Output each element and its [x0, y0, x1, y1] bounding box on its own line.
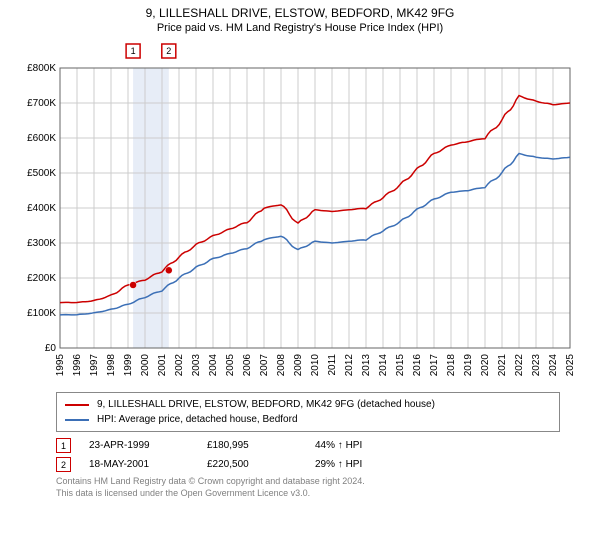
sale-price: £220,500: [207, 459, 297, 470]
legend-swatch: [65, 404, 89, 406]
sales-table: 1 23-APR-1999 £180,995 44% ↑ HPI 2 18-MAY-200…: [56, 436, 560, 474]
sale-marker-icon: 1: [56, 438, 71, 453]
svg-text:2014: 2014: [378, 354, 389, 377]
svg-text:2009: 2009: [293, 354, 304, 377]
page-title: 9, LILLESHALL DRIVE, ELSTOW, BEDFORD, MK…: [0, 0, 600, 20]
svg-text:1: 1: [131, 46, 136, 56]
page-subtitle: Price paid vs. HM Land Registry's House …: [0, 20, 600, 38]
svg-text:2018: 2018: [446, 354, 457, 377]
svg-text:2023: 2023: [531, 354, 542, 377]
svg-text:2013: 2013: [361, 354, 372, 377]
sale-date: 18-MAY-2001: [89, 459, 189, 470]
svg-text:2024: 2024: [548, 354, 559, 377]
svg-text:2011: 2011: [327, 354, 338, 376]
svg-text:£600K: £600K: [27, 133, 56, 144]
svg-text:2019: 2019: [463, 354, 474, 377]
svg-text:£400K: £400K: [27, 203, 56, 214]
svg-text:2025: 2025: [565, 354, 576, 377]
svg-text:2021: 2021: [497, 354, 508, 377]
legend: 9, LILLESHALL DRIVE, ELSTOW, BEDFORD, MK…: [56, 392, 560, 432]
legend-item: 9, LILLESHALL DRIVE, ELSTOW, BEDFORD, MK…: [65, 397, 551, 412]
price-chart: £0 £100K £200K £300K £400K £500K £600K £700K £80…: [20, 38, 580, 388]
svg-text:£800K: £800K: [27, 63, 56, 74]
sale-delta: 29% ↑ HPI: [315, 459, 362, 470]
sale-price: £180,995: [207, 440, 297, 451]
svg-text:2004: 2004: [208, 354, 219, 377]
svg-text:2007: 2007: [259, 354, 270, 377]
svg-text:£100K: £100K: [27, 308, 56, 319]
svg-text:£500K: £500K: [27, 168, 56, 179]
svg-text:£200K: £200K: [27, 273, 56, 284]
svg-text:1996: 1996: [72, 354, 83, 377]
svg-text:2002: 2002: [174, 354, 185, 377]
svg-text:2016: 2016: [412, 354, 423, 377]
svg-text:2006: 2006: [242, 354, 253, 377]
legend-swatch: [65, 419, 89, 421]
footnote: Contains HM Land Registry data © Crown c…: [56, 476, 560, 499]
svg-text:2022: 2022: [514, 354, 525, 377]
svg-text:2001: 2001: [157, 354, 168, 377]
svg-text:2015: 2015: [395, 354, 406, 377]
sale-date: 23-APR-1999: [89, 440, 189, 451]
sale-marker-icon: 2: [56, 457, 71, 472]
svg-text:£300K: £300K: [27, 238, 56, 249]
svg-text:2005: 2005: [225, 354, 236, 377]
svg-text:£0: £0: [45, 343, 57, 354]
svg-text:£700K: £700K: [27, 98, 56, 109]
svg-text:1997: 1997: [89, 354, 100, 377]
svg-text:2020: 2020: [480, 354, 491, 377]
legend-label: 9, LILLESHALL DRIVE, ELSTOW, BEDFORD, MK…: [97, 397, 435, 412]
svg-text:2012: 2012: [344, 354, 355, 377]
sale-row: 1 23-APR-1999 £180,995 44% ↑ HPI: [56, 436, 560, 455]
legend-item: HPI: Average price, detached house, Bedf…: [65, 412, 551, 427]
svg-text:2010: 2010: [310, 354, 321, 377]
sale-row: 2 18-MAY-2001 £220,500 29% ↑ HPI: [56, 455, 560, 474]
svg-text:1999: 1999: [123, 354, 134, 377]
svg-text:2003: 2003: [191, 354, 202, 377]
svg-text:2000: 2000: [140, 354, 151, 377]
svg-text:1995: 1995: [55, 354, 66, 377]
svg-text:2017: 2017: [429, 354, 440, 377]
svg-text:1998: 1998: [106, 354, 117, 377]
footnote-line: This data is licensed under the Open Gov…: [56, 488, 560, 500]
svg-text:2008: 2008: [276, 354, 287, 377]
svg-text:2: 2: [166, 46, 171, 56]
footnote-line: Contains HM Land Registry data © Crown c…: [56, 476, 560, 488]
legend-label: HPI: Average price, detached house, Bedf…: [97, 412, 298, 427]
sale-delta: 44% ↑ HPI: [315, 440, 362, 451]
